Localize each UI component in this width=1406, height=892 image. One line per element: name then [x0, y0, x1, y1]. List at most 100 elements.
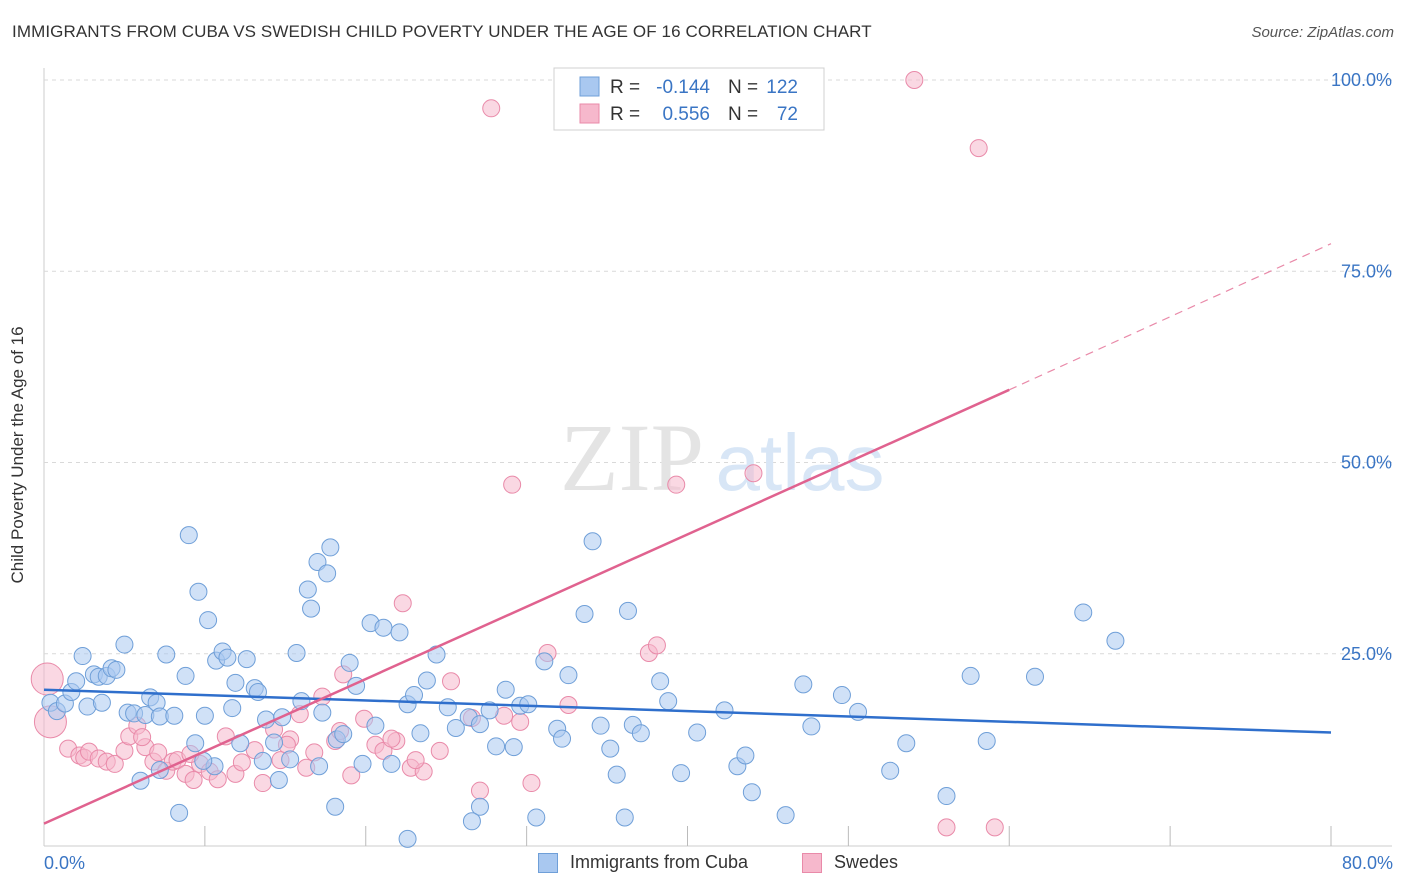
cuba-point — [107, 660, 126, 679]
legend-n-value-swedes: 72 — [777, 104, 798, 125]
cuba-point — [462, 812, 481, 831]
swedes-point — [482, 99, 501, 118]
cuba-point — [308, 552, 327, 571]
cuba-point — [438, 698, 457, 717]
chart-title: IMMIGRANTS FROM CUBA VS SWEDISH CHILD PO… — [12, 22, 872, 41]
cuba-point — [313, 703, 332, 722]
swedes-point — [232, 753, 251, 772]
cuba-point — [321, 538, 340, 557]
cuba-point — [607, 765, 626, 784]
cuba-point — [398, 829, 417, 848]
series-legend: Immigrants from Cuba Swedes — [0, 852, 1406, 878]
series-cuba-points — [41, 526, 1125, 848]
cuba-point — [977, 731, 996, 750]
cuba-point — [318, 564, 337, 583]
cuba-point — [165, 706, 184, 725]
cuba-point — [659, 692, 678, 711]
cuba-point — [195, 706, 214, 725]
legend-r-value-cuba: -0.144 — [656, 77, 710, 98]
cuba-point — [340, 653, 359, 672]
cuba-point — [881, 761, 900, 780]
cuba-point — [480, 701, 499, 720]
cuba-point — [298, 580, 317, 599]
cuba-point — [535, 652, 554, 671]
cuba-point — [832, 686, 851, 705]
cuba-point — [287, 643, 306, 662]
cuba-point — [802, 717, 821, 736]
legend-item-swedes: Swedes — [802, 852, 898, 873]
swedes-point — [430, 741, 449, 760]
swedes-point — [985, 818, 1004, 837]
cuba-point — [504, 738, 523, 757]
cuba-point — [794, 675, 813, 694]
trend-lines — [43, 243, 1332, 825]
swedes-point — [503, 475, 522, 494]
cuba-point — [73, 647, 92, 666]
cuba-point — [157, 645, 176, 664]
cuba-point — [736, 746, 755, 765]
cuba-point — [470, 797, 489, 816]
cuba-point — [223, 699, 242, 718]
cuba-point — [618, 601, 637, 620]
cuba-point — [559, 666, 578, 685]
y-tick-label: 75.0% — [1341, 261, 1392, 281]
swedes-point — [937, 818, 956, 837]
swedes-point — [406, 751, 425, 770]
y-tick-label: 25.0% — [1341, 644, 1392, 664]
swedes-point — [905, 71, 924, 89]
swedes-trend-line — [43, 388, 1010, 825]
cuba-point — [334, 725, 353, 744]
watermark-atlas: atlas — [716, 418, 885, 507]
swedes-point — [105, 754, 124, 773]
swedes-point — [559, 696, 578, 715]
cuba-point — [353, 754, 372, 773]
y-tick-labels: 25.0% 50.0% 75.0% 100.0% — [1331, 70, 1392, 664]
cuba-point — [672, 764, 691, 783]
cuba-point — [470, 715, 489, 734]
cuba-point — [961, 666, 980, 685]
cuba-point — [189, 582, 208, 601]
cuba-point — [1074, 603, 1093, 622]
cuba-point — [496, 680, 515, 699]
cuba-point — [405, 686, 424, 705]
legend-n-value-cuba: 122 — [766, 77, 798, 98]
legend-swatch-swedes-bottom — [802, 852, 822, 873]
cuba-point — [326, 797, 345, 816]
cuba-point — [92, 693, 111, 712]
swedes-point — [667, 475, 686, 494]
swedes-point — [253, 774, 272, 793]
source-label: Source: ZipAtlas.com — [1251, 24, 1394, 41]
cuba-point — [601, 739, 620, 758]
y-tick-label: 50.0% — [1341, 453, 1392, 473]
legend-n-label-swedes: N = — [728, 104, 758, 125]
y-tick-label: 100.0% — [1331, 70, 1392, 90]
cuba-point — [615, 808, 634, 827]
cuba-point — [382, 754, 401, 773]
swedes-point — [393, 594, 412, 613]
cuba-point — [446, 718, 465, 737]
cuba-point — [487, 737, 506, 756]
cuba-point — [583, 532, 602, 551]
legend-label-swedes: Swedes — [834, 852, 899, 872]
cuba-point — [237, 650, 256, 669]
cuba-point — [937, 787, 956, 806]
legend-r-label-cuba: R = — [610, 77, 640, 98]
swedes-point — [133, 728, 152, 747]
swedes-trend-line-extension — [1009, 243, 1332, 391]
cuba-point — [366, 716, 385, 735]
cuba-point — [115, 635, 134, 654]
cuba-point — [631, 724, 650, 743]
watermark-zip: ZIP — [560, 404, 704, 511]
cuba-point — [715, 701, 734, 720]
cuba-point — [527, 808, 546, 827]
legend-n-label-cuba: N = — [728, 77, 758, 98]
cuba-point — [519, 695, 538, 714]
cuba-point — [897, 734, 916, 753]
swedes-point — [647, 636, 666, 655]
cuba-point — [553, 729, 572, 748]
cuba-point — [310, 757, 329, 776]
cuba-point — [651, 672, 670, 691]
swedes-point — [470, 781, 489, 800]
cuba-point — [390, 623, 409, 642]
